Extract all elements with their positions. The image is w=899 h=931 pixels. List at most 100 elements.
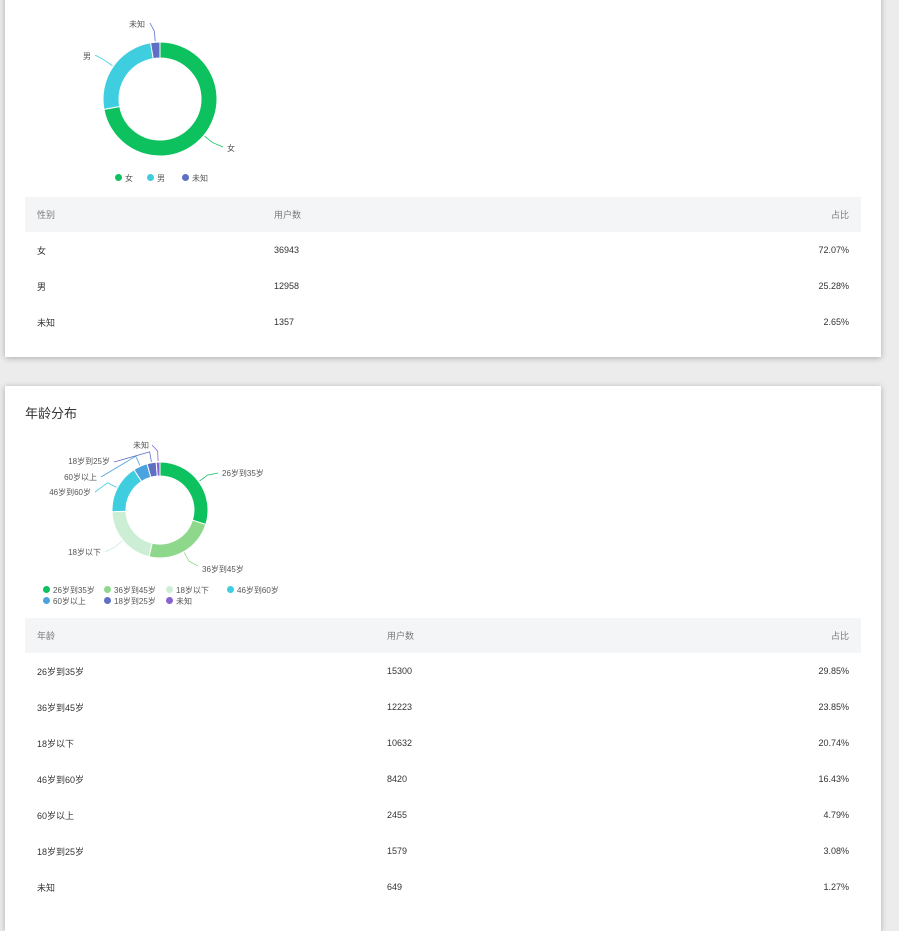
legend-dot-icon xyxy=(227,586,234,594)
table-row: 未知 1357 2.65% xyxy=(25,304,861,340)
legend-label: 36岁到45岁 xyxy=(114,586,156,595)
label-leader-line xyxy=(149,22,156,42)
legend-dot-icon xyxy=(43,586,50,594)
cell-ratio: 4.79% xyxy=(823,810,849,820)
legend-label: 46岁到60岁 xyxy=(237,586,279,595)
col-header-ratio: 占比 xyxy=(609,618,861,653)
label-leader-line xyxy=(94,54,113,67)
cell-users: 8420 xyxy=(387,774,408,784)
legend-item-slice-2[interactable]: 未知 xyxy=(182,173,208,184)
cell-users: 36943 xyxy=(274,245,300,255)
donut-slice-46-60[interactable] xyxy=(111,469,143,513)
legend-dot-icon xyxy=(104,597,111,605)
label-leader-line xyxy=(151,444,159,462)
cell-age: 26岁到35岁 xyxy=(37,666,85,677)
legend-item-18[interactable]: 18岁以下 xyxy=(166,585,209,596)
legend-label: 未知 xyxy=(176,597,192,606)
table-header-row: 性别 用户数 占比 xyxy=(25,197,861,232)
cell-ratio: 1.27% xyxy=(823,882,849,892)
slice-label: 60岁以上 xyxy=(64,472,97,482)
cell-ratio: 2.65% xyxy=(823,317,849,327)
age-card: 年龄分布 26岁到35岁 36岁到45岁 18岁以下 46岁到60岁 60岁以上 18岁到… xyxy=(5,386,881,931)
label-leader-line xyxy=(183,552,199,567)
cell-users: 2455 xyxy=(387,810,408,820)
table-row: 36岁到45岁 12223 23.85% xyxy=(25,689,861,725)
cell-age: 46岁到60岁 xyxy=(37,774,85,785)
legend-dot-icon xyxy=(43,597,50,605)
col-header-ratio: 占比 xyxy=(551,197,861,232)
cell-ratio: 23.85% xyxy=(818,702,849,712)
legend-item-60[interactable]: 60岁以上 xyxy=(43,596,86,607)
table-row: 60岁以上 2455 4.79% xyxy=(25,797,861,833)
legend-dot-icon xyxy=(104,586,111,594)
label-leader-line xyxy=(104,540,123,553)
cell-ratio: 72.07% xyxy=(818,245,849,255)
donut-slice-26-35[interactable] xyxy=(159,461,209,526)
cell-users: 1579 xyxy=(387,846,408,856)
gender-legend: 女 男 未知 xyxy=(115,173,315,185)
legend-dot-icon xyxy=(166,586,173,594)
cell-users: 649 xyxy=(387,882,403,892)
gender-table: 性别 用户数 占比 女 36943 72.07% 男 12958 25.28% … xyxy=(25,197,861,340)
age-card-title: 年龄分布 xyxy=(25,406,78,421)
slice-label: 26岁到35岁 xyxy=(222,468,264,478)
gender-card: 女男未知 女男未知 性别 用户数 占比 女 36943 72.07% 男 129… xyxy=(5,0,881,357)
age-donut-chart: 26岁到35岁 36岁到45岁 18岁以下 46岁到60岁 60岁以上 18岁到25岁 未知 xyxy=(49,440,264,574)
label-leader-line xyxy=(113,451,152,463)
col-header-users: 用户数 xyxy=(375,618,610,653)
donut-slice-slice-2[interactable] xyxy=(149,41,161,60)
cell-ratio: 29.85% xyxy=(818,666,849,676)
cell-users: 10632 xyxy=(387,738,413,748)
table-row: 46岁到60岁 8420 16.43% xyxy=(25,761,861,797)
cell-ratio: 3.08% xyxy=(823,846,849,856)
cell-gender: 未知 xyxy=(37,317,56,328)
label-leader-line xyxy=(94,482,117,493)
legend-label: 女 xyxy=(125,174,133,183)
legend-dot-icon xyxy=(115,174,122,182)
donut-slice-slice-0[interactable] xyxy=(103,41,218,157)
donut-slice-slice-1[interactable] xyxy=(102,42,154,111)
cell-users: 12958 xyxy=(274,281,300,291)
cell-users: 12223 xyxy=(387,702,413,712)
age-legend: 26岁到35岁 36岁到45岁 18岁以下 46岁到60岁 60岁以上 18岁到25岁 未知 xyxy=(43,585,303,609)
slice-label: 46岁到60岁 xyxy=(49,487,91,497)
cell-age: 60岁以上 xyxy=(37,810,75,821)
table-row: 18岁以下 10632 20.74% xyxy=(25,725,861,761)
legend-item-18-25[interactable]: 18岁到25岁 xyxy=(104,596,156,607)
legend-label: 男 xyxy=(157,174,165,183)
col-header-users: 用户数 xyxy=(262,197,552,232)
legend-item-36-45[interactable]: 36岁到45岁 xyxy=(104,585,156,596)
legend-item-46-60[interactable]: 46岁到60岁 xyxy=(227,585,279,596)
legend-item-26-35[interactable]: 26岁到35岁 xyxy=(43,585,95,596)
legend-item-slice-6[interactable]: 未知 xyxy=(166,596,192,607)
gender-donut-chart: 女 男 未知 xyxy=(83,19,235,157)
col-header-gender: 性别 xyxy=(25,197,262,232)
cell-gender: 女 xyxy=(37,245,47,256)
table-row: 18岁到25岁 1579 3.08% xyxy=(25,833,861,869)
legend-dot-icon xyxy=(147,174,154,182)
legend-dot-icon xyxy=(166,597,173,605)
donut-slice-36-45[interactable] xyxy=(148,519,207,559)
donut-slice-18[interactable] xyxy=(111,510,153,558)
cell-ratio: 20.74% xyxy=(818,738,849,748)
slice-label: 18岁到25岁 xyxy=(68,456,110,466)
legend-item-slice-1[interactable]: 男 xyxy=(147,173,165,184)
slice-label: 未知 xyxy=(129,19,145,29)
slice-label: 未知 xyxy=(133,440,149,450)
label-leader-line xyxy=(199,472,219,482)
cell-age: 未知 xyxy=(37,882,56,893)
slice-label: 36岁到45岁 xyxy=(202,564,244,574)
legend-label: 未知 xyxy=(192,174,208,183)
donut-slice-slice-6[interactable] xyxy=(155,461,161,477)
slice-label: 女 xyxy=(227,143,235,153)
slice-label: 18岁以下 xyxy=(68,547,101,557)
table-row: 女 36943 72.07% xyxy=(25,232,861,268)
cell-users: 15300 xyxy=(387,666,413,676)
label-leader-line xyxy=(204,135,224,148)
legend-label: 26岁到35岁 xyxy=(53,586,95,595)
cell-ratio: 25.28% xyxy=(818,281,849,291)
age-table: 年龄 用户数 占比 26岁到35岁 15300 29.85% 36岁到45岁 1… xyxy=(25,618,861,905)
legend-label: 18岁到25岁 xyxy=(114,597,156,606)
legend-item-slice-0[interactable]: 女 xyxy=(115,173,133,184)
cell-users: 1357 xyxy=(274,317,295,327)
